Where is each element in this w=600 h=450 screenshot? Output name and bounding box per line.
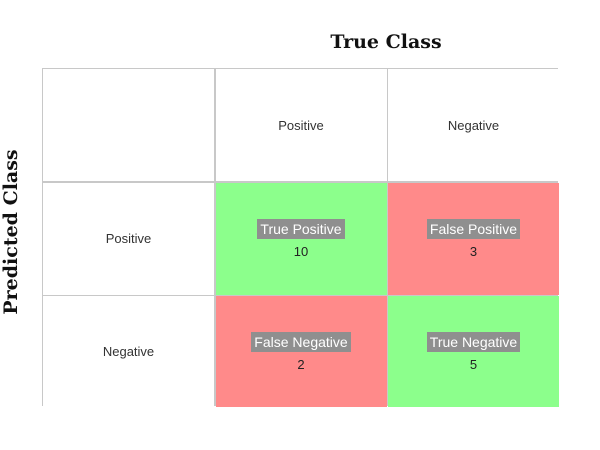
cell-count: 10 [293,243,309,259]
cell-tag: True Negative [426,331,521,352]
cell-count: 3 [469,243,478,259]
true-class-axis-title: True Class [330,31,442,53]
row-header-negative: Negative [43,296,214,407]
false-positive-cell: False Positive 3 [388,182,559,295]
cell-count: 2 [297,356,305,372]
row-header-positive: Positive [43,182,214,295]
cell-tag: False Positive [426,218,521,239]
column-header-label: Positive [278,117,324,133]
predicted-class-axis-title: Predicted Class [0,149,22,315]
row-header-label: Positive [105,231,152,246]
column-header-label: Negative [447,117,500,133]
false-negative-cell: False Negative 2 [215,296,387,407]
row-header-label: Negative [102,344,155,359]
column-header-negative: Negative [388,69,559,181]
cell-tag: True Positive [257,218,345,239]
cell-tag: False Negative [251,331,351,352]
corner-cell [43,69,214,181]
true-positive-cell: True Positive 10 [215,182,387,295]
true-negative-cell: True Negative 5 [388,296,559,407]
confusion-matrix-grid: Positive Negative Positive True Positive… [42,68,559,407]
column-header-positive: Positive [215,69,387,181]
cell-count: 5 [469,356,478,372]
